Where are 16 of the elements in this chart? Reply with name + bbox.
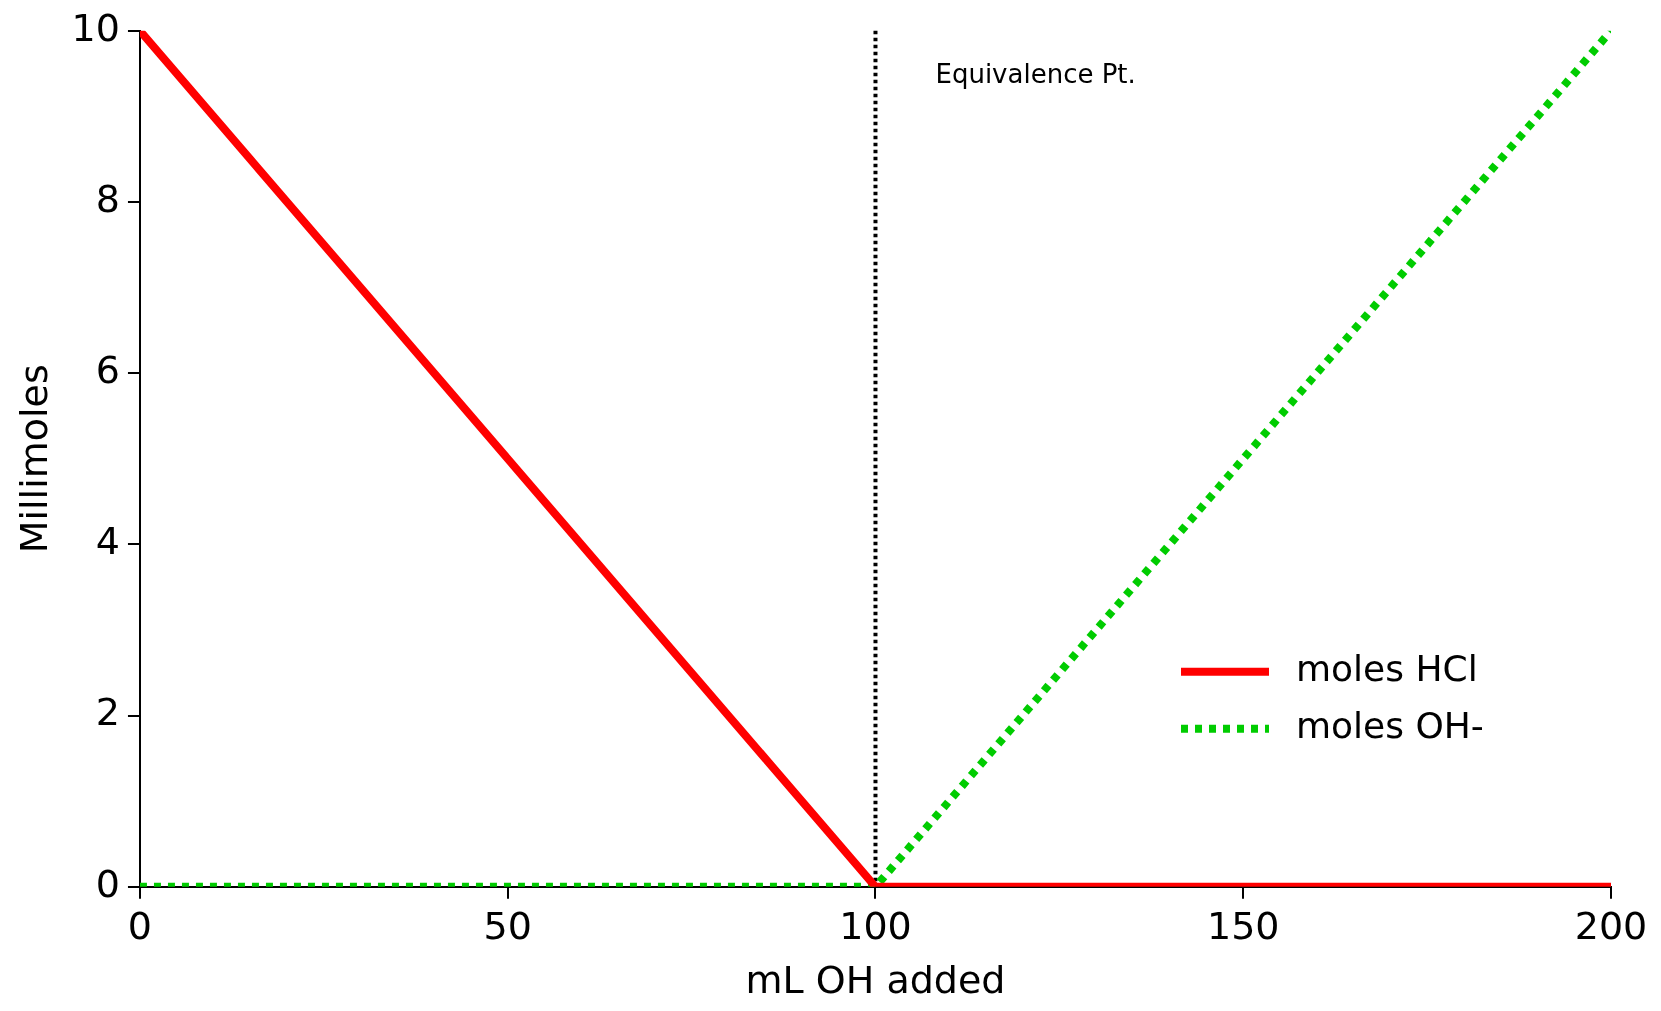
- x-tick-label: 0: [127, 904, 153, 949]
- x-tick-label: 100: [839, 904, 912, 949]
- y-tick-label: 0: [95, 861, 120, 906]
- x-axis-title: mL OH added: [745, 958, 1006, 1003]
- y-tick-label: 10: [71, 5, 120, 50]
- y-tick-label: 2: [95, 690, 120, 735]
- x-tick-label: 50: [483, 904, 532, 949]
- y-tick-label: 4: [95, 519, 120, 564]
- legend-label: moles OH-: [1296, 705, 1484, 747]
- y-tick-label: 8: [95, 176, 120, 221]
- x-tick-label: 200: [1574, 904, 1648, 949]
- ref-line-label: Equivalence Pt.: [935, 58, 1136, 89]
- y-tick-label: 6: [95, 348, 120, 393]
- legend-label: moles HCl: [1296, 648, 1478, 690]
- x-tick-label: 150: [1206, 904, 1280, 949]
- y-axis-title: Millimoles: [11, 364, 56, 554]
